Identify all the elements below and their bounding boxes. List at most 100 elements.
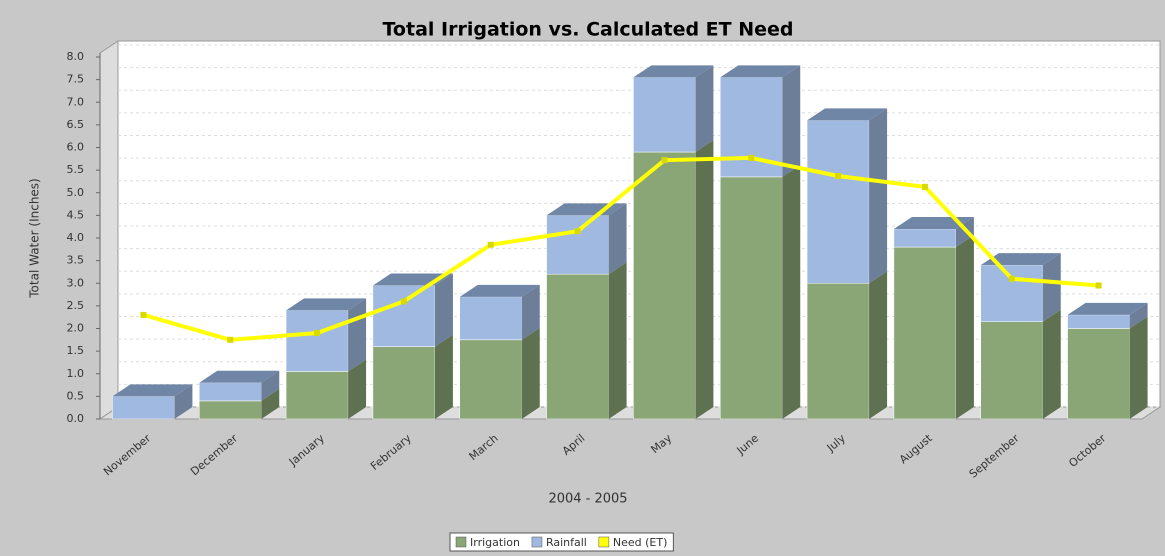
y-tick-label: 6.0 xyxy=(67,141,85,154)
bar-front xyxy=(806,120,870,284)
bar-segment xyxy=(806,108,888,284)
y-tick-label: 2.0 xyxy=(67,322,85,335)
x-tick-label: July xyxy=(824,431,849,455)
bar-side xyxy=(261,388,280,419)
bar-front xyxy=(372,285,436,347)
y-tick-label: 0.0 xyxy=(67,412,85,425)
bar-top xyxy=(720,65,801,78)
bar-front xyxy=(1067,328,1130,420)
bar-segment xyxy=(199,370,280,402)
bar-front xyxy=(806,283,870,420)
bar-side xyxy=(434,334,453,419)
bar-side xyxy=(1042,309,1061,419)
bar-front xyxy=(112,396,175,420)
bar-side xyxy=(1129,316,1148,419)
line-point xyxy=(140,311,147,318)
y-tick-label: 6.5 xyxy=(67,118,85,131)
bar-segment xyxy=(633,140,714,420)
y-tick-label: 4.5 xyxy=(67,208,85,221)
bar-front xyxy=(285,310,349,372)
legend-swatch xyxy=(455,536,467,548)
legend-box xyxy=(449,532,674,552)
bar-front xyxy=(199,382,262,402)
bar-segment xyxy=(633,65,714,153)
bar-side xyxy=(695,65,714,153)
bar-segment xyxy=(1067,316,1148,420)
legend-swatch xyxy=(598,536,610,548)
x-tick-label: March xyxy=(467,432,501,464)
bar-segment xyxy=(546,262,627,420)
bar-segment xyxy=(980,253,1061,322)
y-tick-label: 3.0 xyxy=(67,276,85,289)
line-point xyxy=(227,336,234,343)
y-tick-label: 4.0 xyxy=(67,231,85,244)
bar-side xyxy=(782,65,801,177)
bar-segment xyxy=(806,271,888,420)
x-tick-label: June xyxy=(734,431,762,457)
line-point xyxy=(1095,282,1102,289)
left-wall xyxy=(99,40,119,420)
line-point xyxy=(661,157,668,164)
bar-front xyxy=(893,246,957,420)
bar-side xyxy=(348,359,367,419)
x-tick-label: August xyxy=(897,431,935,466)
bar-segment xyxy=(112,384,193,420)
bar-segment xyxy=(285,359,367,420)
bar-top xyxy=(199,370,280,383)
chart-title: Total Irrigation vs. Calculated ET Need xyxy=(383,19,794,41)
bar-top xyxy=(112,384,193,397)
x-tick-label: November xyxy=(101,431,154,478)
x-tick-label: December xyxy=(188,431,240,478)
bar-segment xyxy=(980,309,1061,420)
y-tick-label: 7.0 xyxy=(67,95,85,108)
legend-label: Irrigation xyxy=(470,536,520,549)
bar-side xyxy=(608,203,627,275)
x-tick-label: January xyxy=(286,431,327,469)
y-tick-label: 2.5 xyxy=(67,299,85,312)
bar-side xyxy=(174,384,193,419)
bar-top xyxy=(459,284,540,297)
bar-front xyxy=(459,296,522,341)
bar-side xyxy=(869,271,888,419)
line-point xyxy=(400,298,407,305)
need-line xyxy=(142,155,1099,342)
bar-side xyxy=(521,284,540,340)
bar-segment xyxy=(893,216,974,248)
bar-segment xyxy=(459,327,540,420)
bar-top xyxy=(286,298,367,311)
line-point xyxy=(921,183,928,190)
y-tick-label: 8.0 xyxy=(67,50,85,63)
x-tick-label: February xyxy=(368,431,414,473)
bar-top xyxy=(1067,302,1148,315)
y-tick-label: 7.5 xyxy=(67,73,85,86)
x-tick-label: September xyxy=(967,431,1022,480)
bar-front xyxy=(459,339,522,420)
bar-front xyxy=(1067,314,1130,329)
bar-side xyxy=(348,298,367,372)
bar-segment xyxy=(459,284,540,341)
bar-side xyxy=(955,235,974,419)
bar-segment xyxy=(546,203,627,275)
bar-front xyxy=(372,346,436,420)
line-point xyxy=(314,330,321,337)
bar-side xyxy=(1042,253,1061,322)
bar-segment xyxy=(720,164,801,420)
line-point xyxy=(487,241,494,248)
line-point xyxy=(574,228,581,235)
bar-segment xyxy=(1067,302,1148,329)
bar-front xyxy=(633,151,696,420)
legend-swatch xyxy=(531,536,543,548)
y-tick-label: 1.5 xyxy=(67,344,85,357)
y-tick-label: 3.5 xyxy=(67,254,85,267)
bar-front xyxy=(980,321,1043,420)
bar-front xyxy=(199,400,262,420)
x-tick-label: May xyxy=(648,431,674,456)
bar-front xyxy=(285,371,349,420)
bar-side xyxy=(521,327,540,419)
bar-front xyxy=(980,264,1043,322)
bar-segment xyxy=(285,298,367,372)
x-tick-label: October xyxy=(1066,431,1108,470)
y-axis-label: Total Water (Inches) xyxy=(28,178,42,298)
bar-front xyxy=(633,77,696,153)
